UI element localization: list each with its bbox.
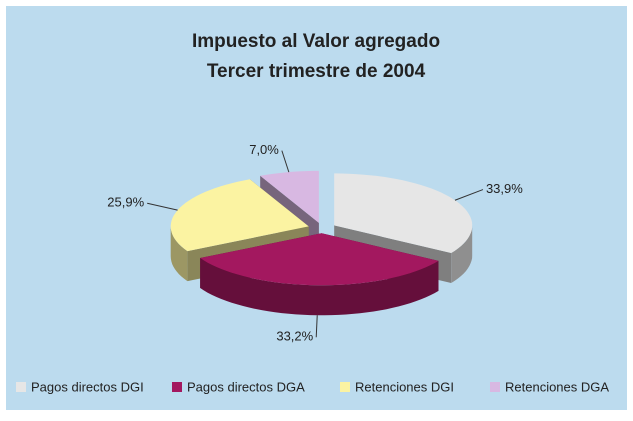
slice-wall — [451, 225, 473, 283]
leader-line — [454, 189, 484, 201]
legend-swatch — [340, 382, 350, 392]
data-label: 7,0% — [249, 142, 279, 157]
slice-wall — [170, 226, 188, 282]
legend-label: Retenciones DGI — [355, 379, 454, 394]
legend-swatch — [490, 382, 500, 392]
legend-swatch — [172, 382, 182, 392]
data-label: 33,9% — [486, 181, 523, 196]
data-label: 33,2% — [276, 329, 313, 344]
slice — [334, 173, 473, 253]
leader-line — [281, 150, 290, 173]
chart-title: Impuesto al Valor agregado — [192, 31, 440, 52]
leader-line — [147, 202, 178, 211]
legend-swatch — [16, 382, 26, 392]
slice — [170, 179, 309, 252]
leader-line — [315, 315, 318, 338]
data-label: 25,9% — [107, 195, 144, 210]
slice-wall — [200, 258, 439, 316]
legend-label: Retenciones DGA — [505, 379, 609, 394]
slice — [200, 233, 439, 286]
chart-subtitle: Tercer trimestre de 2004 — [207, 61, 426, 82]
slice — [260, 170, 319, 223]
legend-label: Pagos directos DGA — [187, 379, 305, 394]
legend-label: Pagos directos DGI — [31, 379, 144, 394]
